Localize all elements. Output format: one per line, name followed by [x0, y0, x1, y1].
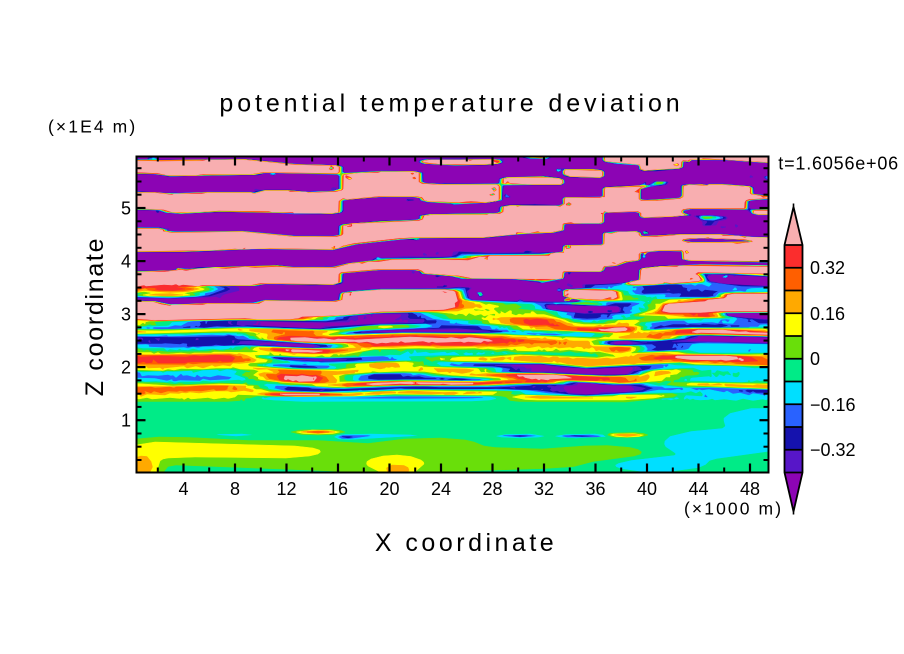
svg-text:−0.32: −0.32 [810, 440, 856, 460]
svg-text:44: 44 [688, 479, 708, 499]
svg-text:2: 2 [121, 358, 131, 378]
svg-text:0.32: 0.32 [810, 258, 845, 278]
svg-text:t=1.6056e+06: t=1.6056e+06 [778, 154, 899, 174]
svg-text:32: 32 [534, 479, 554, 499]
svg-text:12: 12 [276, 479, 296, 499]
svg-text:40: 40 [637, 479, 657, 499]
svg-text:48: 48 [740, 479, 760, 499]
svg-text:(×1E4 m): (×1E4 m) [48, 117, 137, 137]
svg-text:0: 0 [810, 349, 820, 369]
svg-text:16: 16 [328, 479, 348, 499]
svg-text:4: 4 [178, 479, 188, 499]
svg-text:20: 20 [379, 479, 399, 499]
svg-text:28: 28 [482, 479, 502, 499]
svg-text:36: 36 [585, 479, 605, 499]
svg-text:24: 24 [431, 479, 451, 499]
svg-text:(×1000 m): (×1000 m) [684, 499, 783, 519]
svg-text:−0.16: −0.16 [810, 395, 856, 415]
svg-text:1: 1 [121, 411, 131, 431]
svg-text:X coordinate: X coordinate [375, 529, 557, 557]
svg-text:potential temperature deviatio: potential temperature deviation [219, 90, 683, 118]
svg-text:8: 8 [230, 479, 240, 499]
svg-text:4: 4 [121, 252, 131, 272]
svg-text:5: 5 [121, 199, 131, 219]
svg-text:0.16: 0.16 [810, 304, 845, 324]
svg-text:Z coordinate: Z coordinate [81, 237, 109, 396]
svg-text:3: 3 [121, 305, 131, 325]
